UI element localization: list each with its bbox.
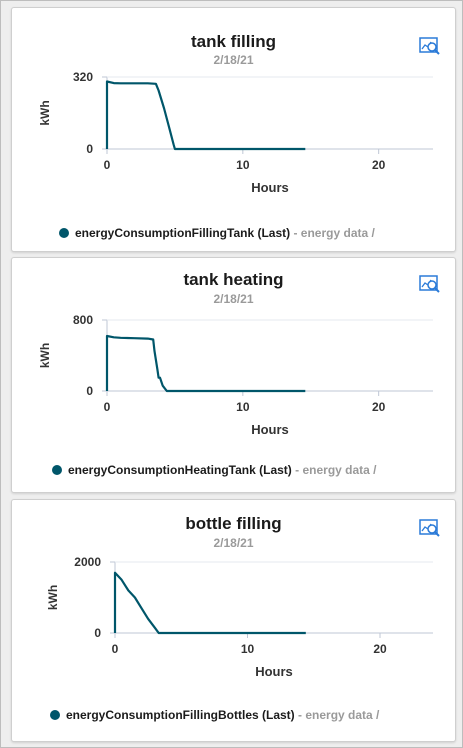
y-axis-label: kWh [38,343,52,368]
legend-source-label: - energy data / [295,463,376,477]
x-tick-label: 10 [241,642,255,656]
chart-legend: energyConsumptionHeatingTank (Last) - en… [52,463,377,477]
chart-legend: energyConsumptionFillingTank (Last) - en… [59,226,375,240]
y-tick-label: 320 [73,70,93,84]
y-tick-label: 800 [73,313,93,327]
legend-source-label: - energy data / [293,226,374,240]
x-tick-label: 20 [373,642,387,656]
series-line [115,573,306,633]
line-chart-tank-heating: 0 800 0 10 20 Hours kWh [12,258,455,458]
chart-card-tank-filling: tank filling 2/18/21 0 320 0 10 20 Hours kWh e… [11,7,456,252]
x-tick-label: 0 [112,642,119,656]
y-tick-label: 0 [86,384,93,398]
y-tick-label: 2000 [74,555,101,569]
line-chart-tank-filling: 0 320 0 10 20 Hours kWh [12,8,455,218]
x-tick-label: 10 [236,158,250,172]
series-line [107,336,305,391]
y-tick-label: 0 [94,626,101,640]
y-axis-label: kWh [46,585,60,610]
x-tick-label: 20 [372,158,386,172]
chart-card-bottle-filling: bottle filling 2/18/21 0 2000 0 10 20 Hours kW… [11,499,456,742]
legend-series-label: energyConsumptionHeatingTank (Last) [68,463,292,477]
line-chart-bottle-filling: 0 2000 0 10 20 Hours kWh [12,500,455,705]
legend-series-label: energyConsumptionFillingTank (Last) [75,226,290,240]
chart-card-tank-heating: tank heating 2/18/21 0 800 0 10 20 Hours kWh e… [11,257,456,493]
x-tick-label: 20 [372,400,386,414]
y-tick-label: 0 [86,142,93,156]
x-tick-label: 0 [104,400,111,414]
series-line [107,82,305,150]
legend-marker [50,710,60,720]
legend-series-label: energyConsumptionFillingBottles (Last) [66,708,295,722]
x-tick-label: 0 [104,158,111,172]
legend-source-label: - energy data / [298,708,379,722]
x-axis-label: Hours [251,422,289,437]
legend-marker [52,465,62,475]
x-tick-label: 10 [236,400,250,414]
chart-legend: energyConsumptionFillingBottles (Last) -… [50,708,379,722]
legend-marker [59,228,69,238]
y-axis-label: kWh [38,100,52,125]
x-axis-label: Hours [251,180,289,195]
x-axis-label: Hours [255,664,293,679]
